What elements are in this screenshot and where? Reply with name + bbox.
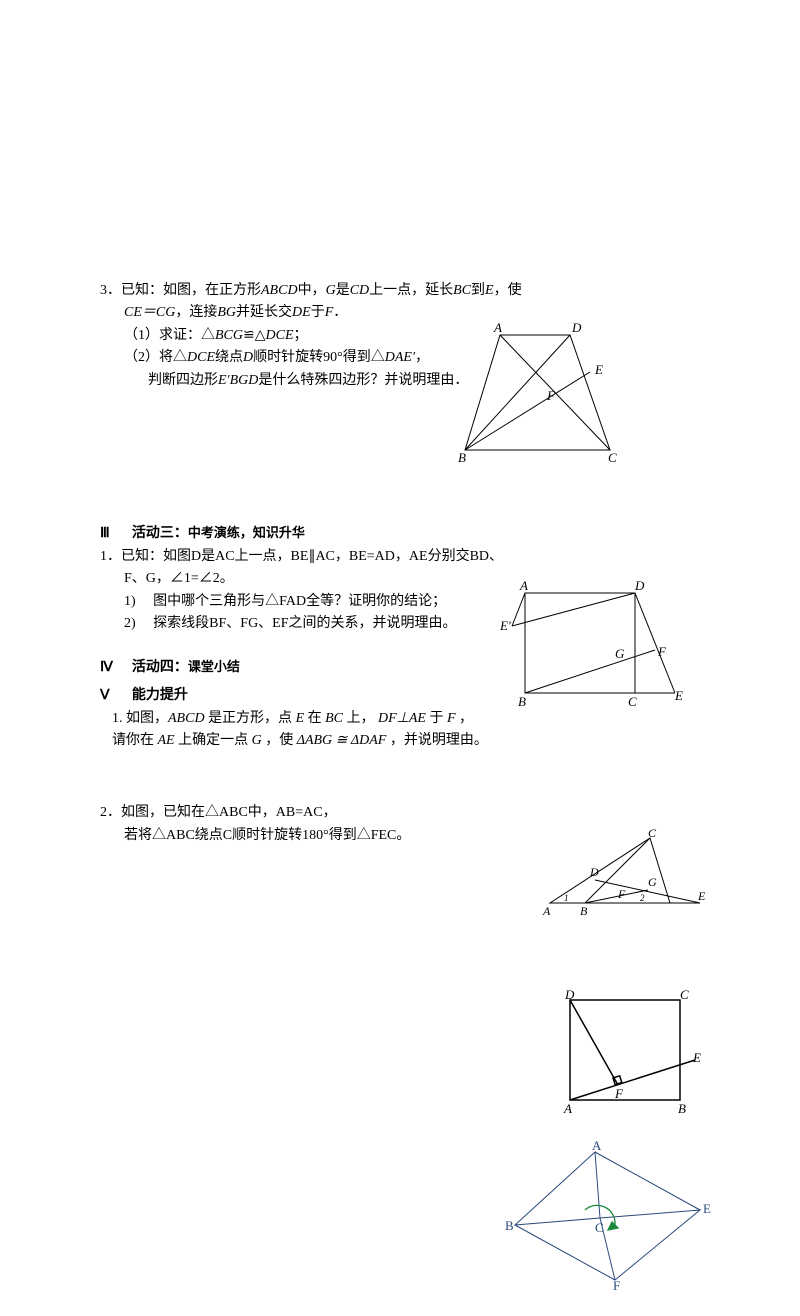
svg-text:B: B [678, 1101, 686, 1116]
svg-text:E: E [674, 688, 683, 703]
question-3-1: 1．已知：如图D是AC上一点，BE∥AC，BE=AD，AE分别交BD、 F、G，… [100, 546, 720, 636]
svg-text:A: A [592, 1140, 602, 1153]
svg-text:B: B [580, 904, 588, 918]
svg-text:F: F [657, 644, 667, 659]
svg-text:2: 2 [640, 893, 645, 903]
svg-text:G: G [648, 875, 657, 889]
svg-text:1: 1 [564, 893, 569, 903]
svg-text:E: E [703, 1201, 711, 1216]
svg-text:G: G [615, 646, 625, 661]
svg-text:C: C [680, 990, 689, 1002]
svg-text:F: F [617, 887, 626, 901]
svg-text:E: E [697, 889, 706, 903]
svg-text:D: D [564, 990, 575, 1002]
figure-rotation: A B C E F [500, 1140, 720, 1290]
q3-lead: 3．已知：如图，在正方形 [100, 283, 261, 298]
question-3: 3．已知：如图，在正方形ABCD中，G是CD上一点，延长BC到E，使 CE＝CG… [100, 280, 720, 392]
question-5-1: 1. 如图，ABCD 是正方形，点 E 在 BC 上， DF⊥AE 于 F ， … [112, 708, 720, 753]
q3-abcd: ABCD [261, 283, 298, 298]
svg-text:A: A [563, 1101, 572, 1116]
figure-square-perp: D C A B E F [555, 990, 705, 1130]
svg-text:B: B [505, 1218, 514, 1233]
svg-text:F: F [613, 1278, 620, 1290]
label-B: B [458, 450, 466, 465]
section-3-heading: Ⅲ 活动三：中考演练，知识升华 [100, 522, 720, 542]
label-C: C [608, 450, 617, 465]
question-5-2: 2．如图，已知在△ABC中，AB=AC， 若将△ABC绕点C顺时针旋转180°得… [100, 802, 720, 847]
svg-text:E: E [692, 1050, 701, 1065]
svg-text:A: A [542, 904, 551, 918]
svg-text:C: C [595, 1220, 604, 1235]
svg-text:F: F [614, 1086, 624, 1101]
svg-text:D: D [589, 865, 599, 879]
